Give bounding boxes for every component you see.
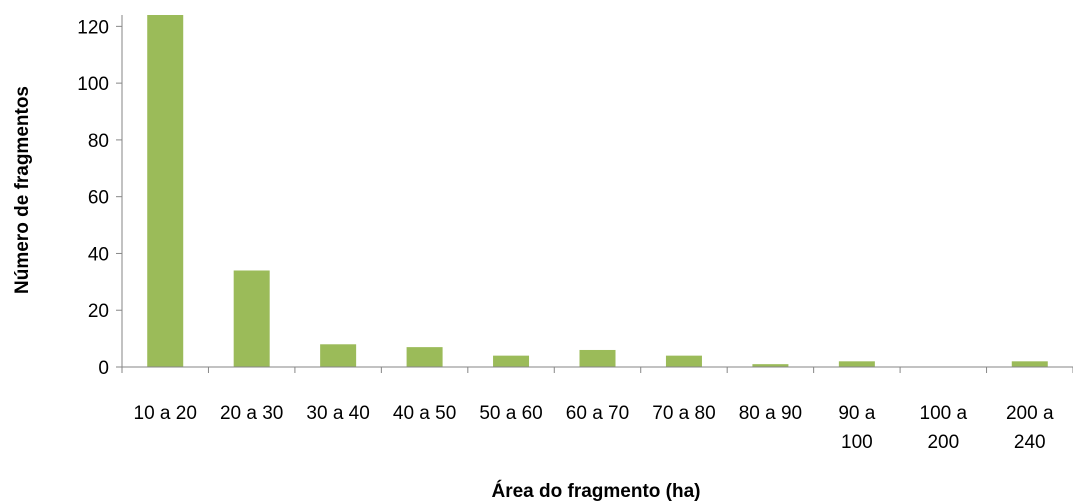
x-tick-label: 70 a 80 xyxy=(652,403,715,424)
y-axis-title: Número de fragmentos xyxy=(12,86,33,294)
bar xyxy=(579,349,616,367)
x-tick-label: 40 a 50 xyxy=(393,403,456,424)
x-axis: 10 a 20 20 a 30 30 a 40 40 a 50 50 a 60 60 a … xyxy=(121,366,1073,453)
y-tick-label: 80 xyxy=(88,131,109,152)
x-tick-label: 80 a 90 xyxy=(739,403,802,424)
x-tick-label: 200 a xyxy=(1006,403,1054,424)
y-tick-label: 120 xyxy=(77,17,109,38)
bar xyxy=(752,364,789,367)
bar xyxy=(147,15,184,367)
bar xyxy=(233,270,270,367)
x-axis-title: Área do fragmento (ha) xyxy=(491,480,700,502)
y-tick-label: 20 xyxy=(88,301,109,322)
x-tick-label: 200 xyxy=(927,432,959,453)
bar xyxy=(838,361,875,367)
x-tick-label: 30 a 40 xyxy=(306,403,369,424)
bar xyxy=(493,355,530,367)
x-tick-label: 20 a 30 xyxy=(220,403,283,424)
bars-group xyxy=(147,15,1048,367)
y-tick-label: 0 xyxy=(98,358,109,379)
x-tick-label: 100 xyxy=(841,432,873,453)
x-tick-label: 10 a 20 xyxy=(134,403,197,424)
y-tick-label: 100 xyxy=(77,74,109,95)
y-tick-label: 40 xyxy=(88,244,109,265)
x-tick-label: 50 a 60 xyxy=(479,403,542,424)
bar xyxy=(1011,361,1048,367)
bar xyxy=(406,347,443,367)
y-tick-label: 60 xyxy=(88,188,109,209)
x-tick-label: 240 xyxy=(1014,432,1046,453)
x-tick-label: 60 a 70 xyxy=(566,403,629,424)
bar xyxy=(665,355,702,367)
y-axis: 0 20 40 60 80 100 120 xyxy=(77,15,123,379)
bar xyxy=(320,344,357,367)
x-tick-label: 90 a xyxy=(838,403,875,424)
x-tick-label: 100 a xyxy=(920,403,968,424)
